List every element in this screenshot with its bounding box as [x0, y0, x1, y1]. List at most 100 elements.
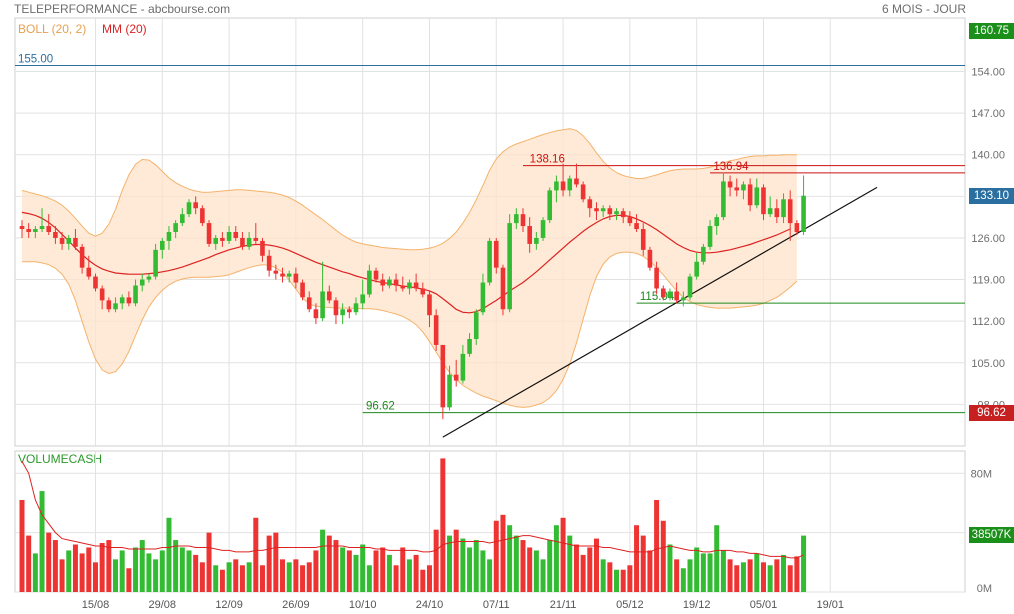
- candle[interactable]: [534, 232, 539, 250]
- candle[interactable]: [634, 214, 639, 232]
- volume-bar[interactable]: [386, 554, 392, 592]
- volume-bar[interactable]: [640, 535, 646, 592]
- candle[interactable]: [701, 243, 706, 265]
- candle[interactable]: [707, 220, 713, 250]
- volume-bar[interactable]: [420, 569, 426, 592]
- candle[interactable]: [453, 359, 459, 387]
- volume-bar[interactable]: [580, 554, 586, 592]
- volume-bar[interactable]: [393, 565, 399, 592]
- candle[interactable]: [721, 172, 726, 221]
- candle[interactable]: [286, 270, 292, 283]
- volume-bar[interactable]: [507, 525, 513, 592]
- candle[interactable]: [594, 202, 599, 221]
- candle[interactable]: [246, 232, 252, 250]
- candle[interactable]: [427, 291, 432, 328]
- candle[interactable]: [367, 264, 372, 298]
- candle[interactable]: [133, 279, 138, 307]
- candle[interactable]: [473, 309, 479, 345]
- volume-bar[interactable]: [593, 538, 599, 592]
- candle[interactable]: [734, 178, 740, 197]
- candle[interactable]: [260, 237, 265, 262]
- candle[interactable]: [514, 208, 519, 230]
- candle[interactable]: [360, 279, 365, 310]
- candle[interactable]: [180, 208, 185, 227]
- candle[interactable]: [186, 199, 192, 218]
- volume-bar[interactable]: [119, 550, 125, 592]
- candle[interactable]: [206, 220, 212, 247]
- volume-bar[interactable]: [253, 517, 259, 592]
- candle[interactable]: [781, 193, 786, 224]
- volume-bar[interactable]: [340, 547, 346, 592]
- volume-bar[interactable]: [774, 559, 780, 592]
- volume-bar[interactable]: [400, 547, 406, 592]
- volume-bar[interactable]: [280, 559, 286, 592]
- candle[interactable]: [33, 226, 38, 238]
- candle[interactable]: [774, 199, 780, 224]
- candle[interactable]: [333, 297, 339, 325]
- candle[interactable]: [600, 205, 606, 218]
- candle[interactable]: [119, 294, 125, 310]
- volume-bar[interactable]: [620, 569, 626, 592]
- volume-bar[interactable]: [306, 562, 312, 592]
- volume-bar[interactable]: [527, 547, 533, 592]
- volume-bar[interactable]: [246, 562, 252, 592]
- volume-bar[interactable]: [219, 569, 225, 592]
- candle[interactable]: [240, 232, 245, 250]
- volume-bar[interactable]: [801, 535, 807, 592]
- candle[interactable]: [754, 178, 760, 209]
- candle[interactable]: [741, 181, 746, 200]
- volume-bar[interactable]: [720, 550, 726, 592]
- candle[interactable]: [326, 285, 332, 304]
- volume-bar[interactable]: [66, 550, 72, 592]
- volume-bar[interactable]: [266, 535, 272, 592]
- candle[interactable]: [574, 163, 579, 188]
- volume-bar[interactable]: [694, 547, 700, 592]
- volume-bar[interactable]: [460, 538, 466, 592]
- volume-bar[interactable]: [59, 559, 65, 592]
- candle[interactable]: [654, 261, 659, 295]
- candle[interactable]: [39, 208, 45, 232]
- candle[interactable]: [674, 282, 679, 304]
- candle[interactable]: [59, 232, 65, 250]
- candle[interactable]: [159, 237, 165, 259]
- volume-bar[interactable]: [440, 458, 446, 592]
- volume-bar[interactable]: [92, 562, 98, 592]
- volume-bar[interactable]: [453, 529, 459, 592]
- candle[interactable]: [320, 261, 325, 322]
- candle[interactable]: [53, 226, 58, 244]
- candle[interactable]: [620, 208, 626, 224]
- volume-bar[interactable]: [26, 535, 32, 592]
- candle[interactable]: [86, 255, 92, 280]
- volume-bar[interactable]: [380, 547, 386, 592]
- volume-bar[interactable]: [300, 565, 306, 592]
- volume-bar[interactable]: [473, 540, 479, 592]
- candle[interactable]: [139, 273, 145, 292]
- volume-bar[interactable]: [166, 517, 172, 592]
- volume-bar[interactable]: [667, 544, 673, 592]
- period-label[interactable]: 6 MOIS - JOUR: [881, 2, 966, 16]
- volume-bar[interactable]: [179, 547, 185, 592]
- volume-bar[interactable]: [199, 562, 205, 592]
- volume-bar[interactable]: [113, 559, 119, 592]
- candle[interactable]: [306, 291, 312, 313]
- volume-bar[interactable]: [727, 559, 733, 592]
- volume-bar[interactable]: [133, 547, 139, 592]
- candle[interactable]: [747, 178, 753, 212]
- candle[interactable]: [19, 220, 25, 238]
- candle[interactable]: [380, 273, 386, 292]
- volume-bar[interactable]: [493, 520, 499, 592]
- volume-bar[interactable]: [467, 547, 473, 592]
- volume-bar[interactable]: [32, 553, 38, 592]
- candle[interactable]: [106, 297, 112, 313]
- candle[interactable]: [761, 184, 766, 221]
- volume-bar[interactable]: [674, 559, 680, 592]
- candle[interactable]: [413, 273, 419, 292]
- candle[interactable]: [794, 220, 800, 235]
- candle[interactable]: [540, 217, 546, 241]
- volume-bar[interactable]: [687, 559, 693, 592]
- volume-bar[interactable]: [326, 535, 332, 592]
- candle[interactable]: [460, 344, 466, 384]
- volume-bar[interactable]: [547, 540, 553, 592]
- candle[interactable]: [166, 226, 172, 250]
